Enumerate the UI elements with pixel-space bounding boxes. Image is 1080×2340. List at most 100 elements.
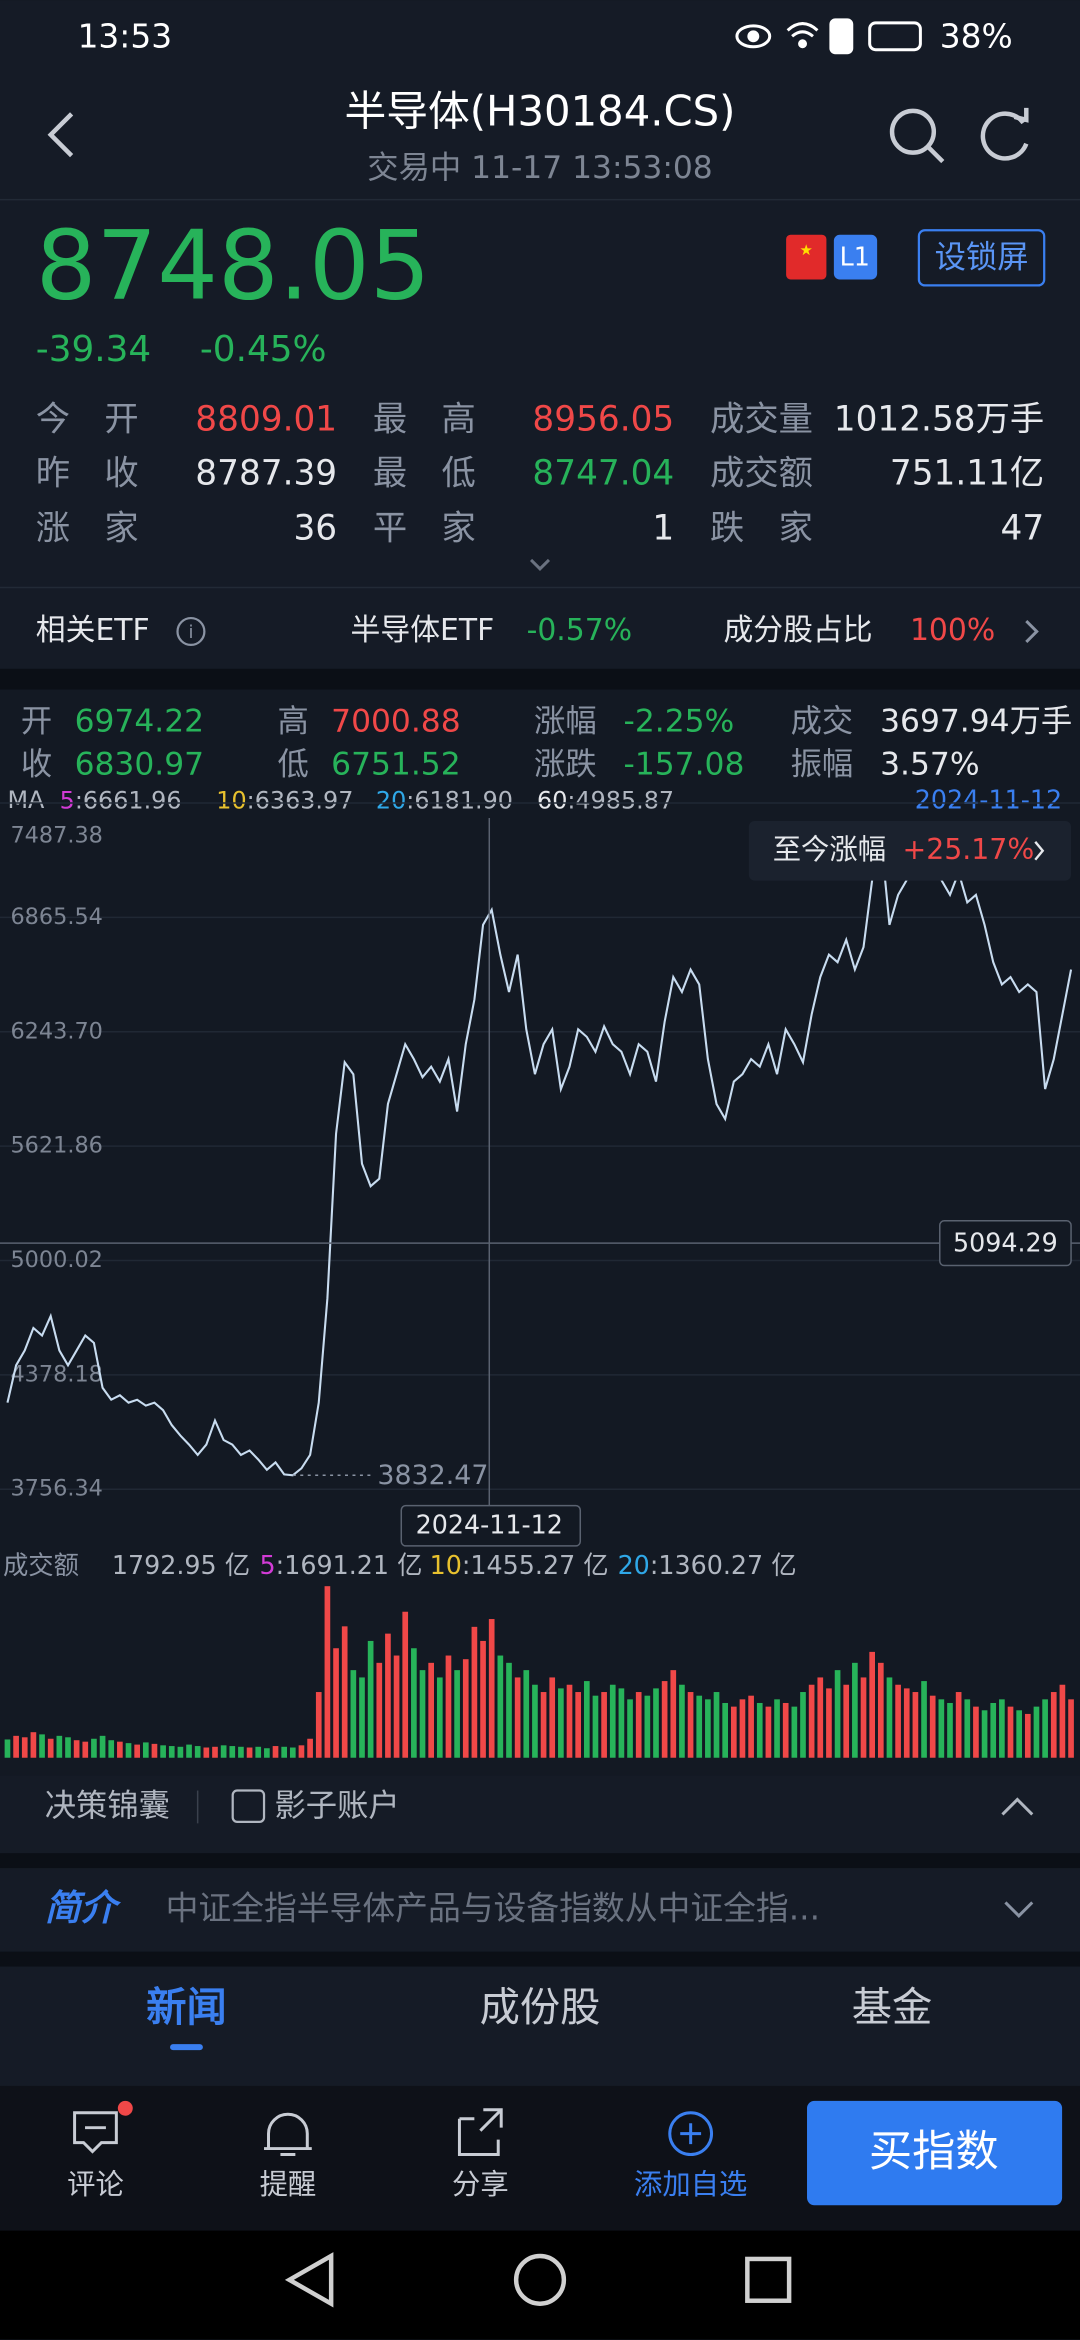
crosshair-label: 5094.29: [953, 1228, 1058, 1258]
price-line: [6, 834, 1073, 1477]
divider: [0, 198, 1080, 201]
volume-bar: [774, 1699, 780, 1758]
info-value: 6974.22: [75, 703, 205, 739]
lock-button-frame[interactable]: [917, 229, 1046, 287]
volume-bar: [817, 1677, 824, 1758]
add-icon: [668, 2111, 714, 2157]
volume-bar: [47, 1738, 54, 1758]
expand[interactable]: [529, 558, 551, 571]
volume-bar: [108, 1740, 115, 1758]
action[interactable]: 提醒: [260, 2168, 317, 2201]
volume-bar: [973, 1706, 979, 1758]
etf-name[interactable]: 半导体ETF: [351, 613, 495, 648]
volume-bar: [186, 1744, 192, 1758]
buy-button[interactable]: 买指数: [869, 2127, 999, 2177]
stat-value: 1012.58万手: [834, 400, 1044, 440]
chevron[interactable]: [1025, 619, 1039, 643]
volume-bar: [808, 1684, 815, 1758]
volume-bar: [428, 1662, 434, 1758]
volume-bar: [800, 1692, 806, 1758]
ratio-label: 成分股占比: [723, 613, 872, 648]
price: 8748.05: [36, 209, 431, 321]
volume-bar: [419, 1670, 426, 1758]
y-tick-label: 4378.18: [10, 1361, 102, 1387]
volume-bar: [852, 1662, 858, 1758]
volume-bar: [627, 1699, 633, 1758]
tab[interactable]: 基金: [852, 1985, 933, 2031]
volume-bar: [246, 1747, 253, 1758]
ma-key: 20: [376, 786, 406, 814]
volume-bar: [964, 1699, 971, 1758]
tool[interactable]: 决策锦囊: [45, 1788, 170, 1824]
tools-bg: [0, 1775, 1080, 1854]
min-label: 3832.47: [377, 1460, 488, 1491]
ma-value: :6661.96: [75, 786, 182, 814]
stat-value: 8747.04: [532, 453, 674, 493]
ma-key: 10: [430, 1550, 462, 1580]
volume-bar: [540, 1692, 547, 1758]
volume-bar: [601, 1692, 607, 1758]
intro-label: 简介: [45, 1888, 122, 1929]
collapse[interactable]: [1001, 1797, 1034, 1816]
info-label: 涨幅: [534, 703, 597, 739]
ma-entry: 20:6181.90: [376, 786, 513, 814]
ma-key: 5: [260, 1550, 276, 1580]
volume-bar: [929, 1695, 936, 1758]
volume-bar: [30, 1732, 37, 1758]
nav-back[interactable]: [284, 2252, 334, 2308]
tab[interactable]: 新闻: [146, 1985, 227, 2031]
ma-label: MA: [7, 786, 45, 814]
nav-home[interactable]: [513, 2253, 567, 2306]
volume-bar: [765, 1706, 772, 1758]
volume-bar: [203, 1747, 210, 1758]
tool[interactable]: 影子账户: [274, 1788, 399, 1824]
buy-button-bg[interactable]: [807, 2100, 1063, 2206]
etf-label: 相关ETF: [36, 613, 150, 648]
volume-bar: [56, 1735, 63, 1758]
volume-bar: [324, 1586, 331, 1758]
volume-bar: [644, 1695, 651, 1758]
ma-value: :1360.27 亿: [650, 1550, 797, 1580]
info-value: 3.57%: [880, 747, 979, 783]
lock-button[interactable]: 设锁屏: [935, 240, 1029, 276]
stat-label: 成交额: [710, 453, 813, 493]
stat-value: 8787.39: [195, 453, 337, 493]
stat-value: 1: [652, 509, 674, 549]
refresh-button[interactable]: [980, 107, 1029, 161]
tab[interactable]: 成份股: [480, 1985, 601, 2031]
since-label: 至今涨幅: [773, 833, 886, 866]
volume-bar: [895, 1684, 901, 1758]
volume-bar: [1068, 1699, 1074, 1758]
action[interactable]: 评论: [67, 2168, 124, 2201]
volume-bar: [679, 1684, 685, 1758]
expand[interactable]: [1004, 1901, 1034, 1918]
gap: [0, 668, 1080, 690]
volume-bar: [670, 1670, 677, 1758]
volume-bar: [558, 1688, 564, 1758]
flag: [786, 234, 827, 280]
info-value: -157.08: [624, 747, 745, 783]
info-icon[interactable]: [176, 616, 206, 647]
volume-bar: [523, 1670, 530, 1758]
volume-bar: [912, 1692, 919, 1758]
action[interactable]: 添加自选: [634, 2168, 747, 2201]
info-value: 6751.52: [331, 747, 461, 783]
tab-indicator: [170, 2044, 203, 2051]
volume-bar: [860, 1677, 867, 1758]
volume-bar: [730, 1706, 737, 1758]
search-button[interactable]: [889, 108, 945, 164]
volume-bar: [981, 1710, 988, 1758]
nav-recent[interactable]: [745, 2256, 792, 2303]
nav-buttons: [284, 2252, 792, 2308]
volume-bar: [134, 1744, 140, 1758]
back-button[interactable]: [47, 112, 74, 158]
volume-current: 1792.95 亿: [112, 1550, 250, 1580]
volume-bar: [281, 1746, 287, 1758]
volume-bar: [532, 1684, 538, 1758]
volume-bar: [65, 1737, 71, 1758]
stat-label: 涨 家: [36, 509, 139, 549]
volume-bar: [1042, 1699, 1048, 1758]
action[interactable]: 分享: [452, 2168, 509, 2201]
volume-bar: [826, 1688, 832, 1758]
volume-bar: [91, 1738, 97, 1758]
